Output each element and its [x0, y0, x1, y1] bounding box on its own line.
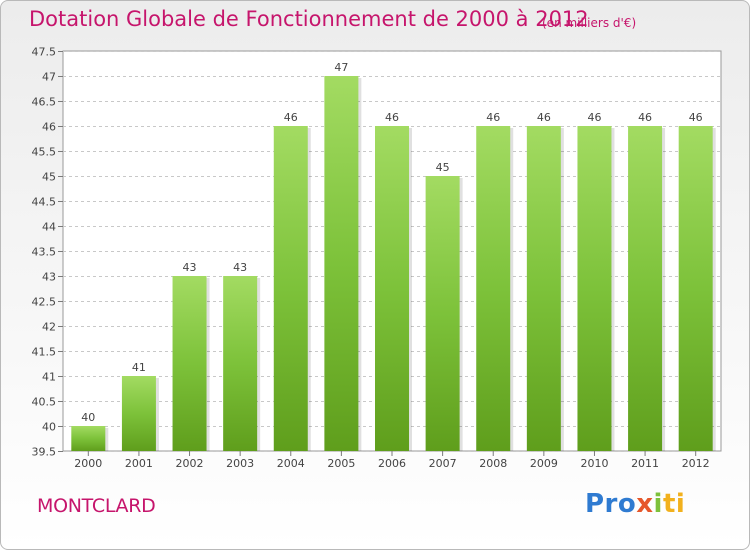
y-tick-label: 45.5	[32, 146, 57, 159]
x-tick-label: 2007	[429, 457, 457, 470]
y-tick-label: 41	[42, 371, 56, 384]
data-label: 46	[689, 111, 703, 124]
x-tick-label: 2004	[277, 457, 305, 470]
y-tick-label: 43.5	[32, 246, 57, 259]
bar	[628, 126, 663, 451]
data-label: 43	[183, 261, 197, 274]
x-tick-label: 2002	[176, 457, 204, 470]
x-tick-label: 2000	[74, 457, 102, 470]
y-tick-label: 40.5	[32, 396, 57, 409]
unit-label: (en milliers d'€)	[542, 16, 637, 30]
x-tick-label: 2012	[682, 457, 710, 470]
x-tick-label: 2011	[631, 457, 659, 470]
x-tick-label: 2008	[479, 457, 507, 470]
chart-title: Dotation Globale de Fonctionnement de 20…	[29, 7, 589, 31]
data-label: 43	[233, 261, 247, 274]
data-label: 46	[638, 111, 652, 124]
y-tick-label: 43	[42, 271, 56, 284]
data-label: 46	[537, 111, 551, 124]
bar	[577, 126, 612, 451]
bar	[71, 426, 106, 451]
y-tick-label: 47	[42, 71, 56, 84]
y-tick-label: 41.5	[32, 346, 57, 359]
x-tick-label: 2001	[125, 457, 153, 470]
y-tick-label: 42.5	[32, 296, 57, 309]
proxiti-logo: Proxiti	[585, 489, 686, 519]
bar	[172, 276, 207, 451]
x-tick-label: 2003	[226, 457, 254, 470]
x-tick-label: 2010	[580, 457, 608, 470]
bar	[375, 126, 409, 451]
y-tick-label: 45	[42, 171, 56, 184]
bar	[273, 126, 308, 451]
data-label: 46	[587, 111, 601, 124]
data-label: 47	[334, 61, 348, 74]
y-tick-label: 44.5	[32, 196, 57, 209]
y-tick-label: 46.5	[32, 96, 57, 109]
x-tick-label: 2005	[327, 457, 355, 470]
data-label: 46	[486, 111, 500, 124]
bar	[678, 126, 713, 451]
y-tick-label: 47.5	[32, 46, 57, 59]
bar	[476, 126, 511, 451]
bar	[425, 176, 460, 451]
bar	[121, 376, 156, 451]
data-label: 46	[385, 111, 399, 124]
data-label: 46	[284, 111, 298, 124]
y-tick-label: 46	[42, 121, 56, 134]
data-label: 40	[81, 411, 95, 424]
y-tick-label: 40	[42, 421, 56, 434]
data-label: 41	[132, 361, 146, 374]
y-tick-label: 42	[42, 321, 56, 334]
x-tick-label: 2006	[378, 457, 406, 470]
commune-name: MONTCLARD	[37, 495, 156, 517]
data-label: 45	[436, 161, 450, 174]
x-tick-label: 2009	[530, 457, 558, 470]
y-tick-label: 44	[42, 221, 56, 234]
bar	[324, 76, 359, 451]
y-tick-label: 39.5	[32, 446, 57, 459]
bar	[223, 276, 258, 451]
bar	[526, 126, 561, 451]
